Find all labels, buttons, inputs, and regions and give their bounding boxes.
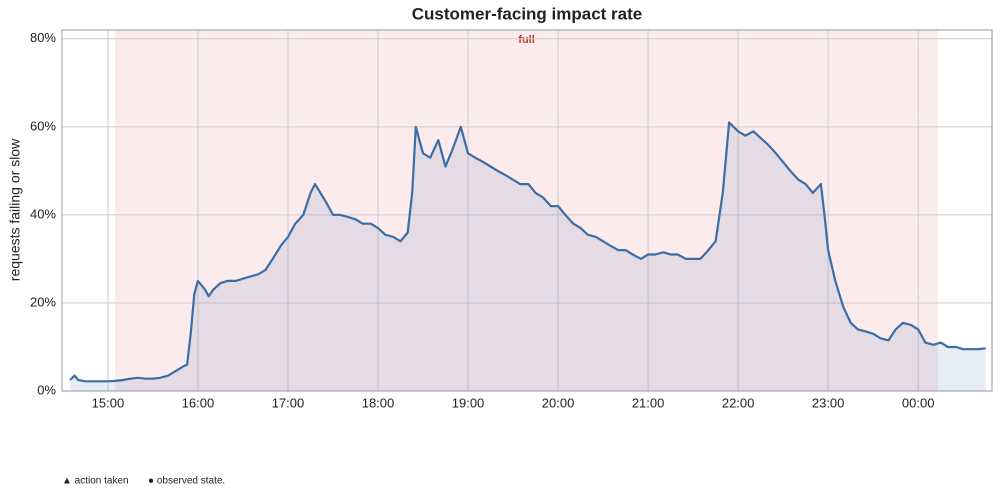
plot-border (61, 29, 993, 392)
x-tick-label: 15:00 (92, 395, 125, 410)
x-tick-label: 23:00 (812, 395, 845, 410)
x-tick-label: 16:00 (182, 395, 215, 410)
x-tick-label: 00:00 (902, 395, 935, 410)
x-tick-label: 19:00 (452, 395, 485, 410)
x-tick-label: 20:00 (542, 395, 575, 410)
line (69, 121, 986, 383)
y-tick-label: 80% (30, 30, 56, 45)
y-tick-label: 20% (30, 294, 56, 309)
region-label: full (518, 34, 535, 46)
chart-title: Customer-facing impact rate (412, 4, 643, 23)
legend-note: ▲ action taken (62, 476, 129, 487)
y-tick-label: 60% (30, 118, 56, 133)
x-tick-label: 18:00 (362, 395, 395, 410)
x-tick-label: 21:00 (632, 395, 665, 410)
x-tick-label: 17:00 (272, 395, 305, 410)
y-tick-label: 40% (30, 206, 56, 221)
x-tick-label: 22:00 (722, 395, 755, 410)
y-tick-label: 0% (37, 382, 56, 397)
area (70, 122, 986, 391)
legend-note: ● observed state. (148, 476, 225, 487)
y-axis-label: requests failing or slow (7, 138, 23, 281)
shaded-region (115, 30, 938, 391)
